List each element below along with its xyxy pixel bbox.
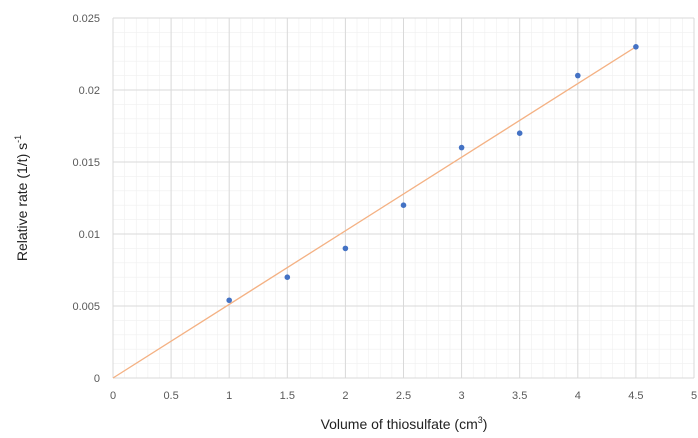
- x-tick-label: 3: [459, 390, 465, 402]
- x-tick-label: 4: [575, 390, 581, 402]
- data-point: [516, 130, 523, 136]
- major-gridlines: [112, 17, 695, 379]
- data-point: [342, 245, 349, 252]
- x-tick-label: 3.5: [512, 390, 527, 402]
- x-tick-labels: 0 0.5 1 1.5 2 2.5 3 3.5 4 4.5 5: [110, 390, 697, 402]
- data-point: [575, 72, 581, 79]
- data-point: [226, 297, 232, 304]
- x-tick-label: 4.5: [628, 390, 643, 402]
- trendline-layer: [112, 46, 637, 379]
- y-tick-label: 0.005: [72, 301, 100, 313]
- data-point: [633, 44, 639, 50]
- y-tick-label: 0.01: [79, 229, 100, 241]
- data-point: [284, 274, 291, 281]
- y-tick-label: 0.02: [79, 85, 100, 97]
- x-tick-label: 5: [691, 390, 697, 402]
- y-axis-title: Relative rate (1/t) s-1: [13, 135, 30, 261]
- x-tick-label: 2.5: [396, 390, 411, 402]
- linear-trendline: [112, 46, 637, 379]
- y-tick-labels: 0 0.005 0.01 0.015 0.02 0.025: [72, 13, 100, 385]
- x-tick-label: 0.5: [163, 390, 178, 402]
- x-tick-label: 1: [226, 390, 232, 402]
- data-points: [226, 44, 639, 304]
- x-axis-title-end: ): [483, 416, 488, 432]
- x-tick-label: 0: [110, 390, 116, 402]
- x-axis-title: Volume of thiosulfate (cm3): [321, 415, 488, 432]
- y-tick-label: 0.015: [72, 157, 100, 169]
- y-tick-label: 0: [94, 373, 100, 385]
- y-tick-label: 0.025: [72, 13, 100, 25]
- x-tick-label: 2: [342, 390, 348, 402]
- data-point: [400, 202, 407, 208]
- data-point: [458, 144, 465, 151]
- x-tick-label: 1.5: [280, 390, 295, 402]
- y-axis-title-superscript: -1: [13, 135, 23, 143]
- x-axis-title-superscript: 3: [478, 415, 483, 425]
